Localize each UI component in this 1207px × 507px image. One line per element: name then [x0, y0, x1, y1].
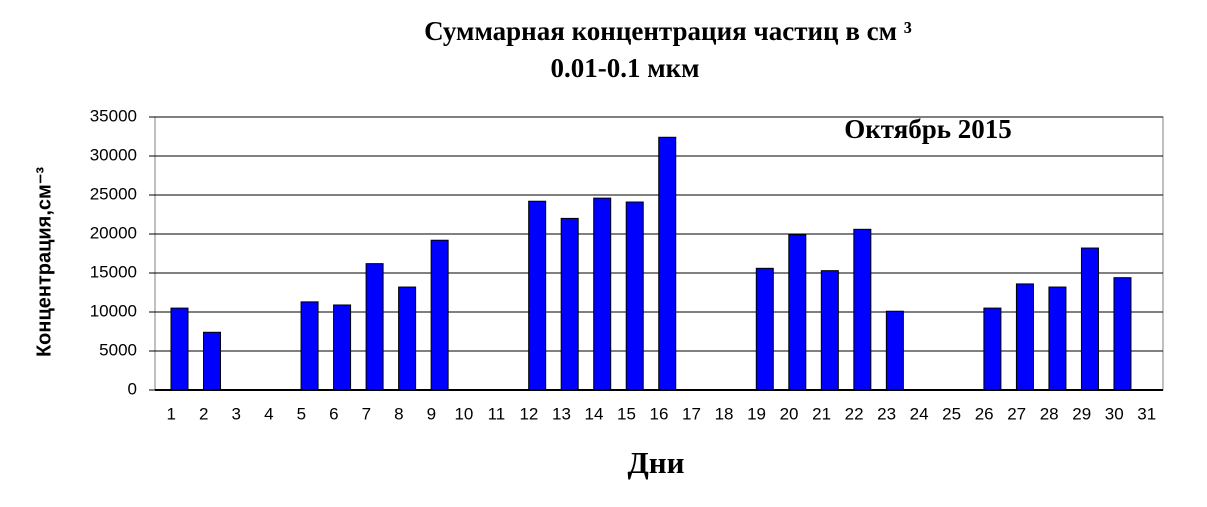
y-tick-label: 35000	[90, 106, 137, 125]
bar	[788, 234, 807, 391]
x-tick-label: 24	[910, 404, 929, 423]
y-tick-label: 0	[128, 379, 137, 398]
chart-subtitle: 0.01-0.1 мкм	[550, 53, 699, 83]
bar	[300, 301, 319, 391]
annotation: Октябрь 2015	[844, 114, 1012, 144]
x-tick-label: 27	[1007, 404, 1026, 423]
y-tick-label: 15000	[90, 262, 137, 281]
bar	[170, 307, 189, 391]
x-tick-label: 28	[1040, 404, 1059, 423]
x-tick-label: 14	[585, 404, 604, 423]
y-axis-label: Концентрация,см⁻³	[33, 167, 55, 357]
bar	[398, 286, 417, 391]
bar	[658, 136, 677, 391]
x-tick-label: 20	[780, 404, 799, 423]
x-tick-label: 26	[975, 404, 994, 423]
y-tick-label: 5000	[99, 340, 137, 359]
x-axis-label: Дни	[627, 445, 684, 480]
bar	[593, 197, 612, 391]
x-tick-label: 30	[1105, 404, 1124, 423]
x-tick-label: 18	[715, 404, 734, 423]
bar	[983, 307, 1002, 391]
bar	[333, 304, 352, 391]
x-tick-label: 7	[362, 404, 371, 423]
x-tick-label: 21	[812, 404, 831, 423]
y-tick-label: 20000	[90, 223, 137, 242]
x-tick-label: 17	[682, 404, 701, 423]
bar	[625, 201, 644, 391]
x-tick-label: 29	[1072, 404, 1091, 423]
x-tick-label: 8	[394, 404, 403, 423]
chart-title: Суммарная концентрация частиц в см ³	[424, 16, 912, 46]
x-tick-label: 10	[454, 404, 473, 423]
x-tick-label: 16	[650, 404, 669, 423]
bar	[430, 239, 449, 391]
x-tick-label: 2	[199, 404, 208, 423]
x-tick-label: 19	[747, 404, 766, 423]
bar	[560, 217, 579, 391]
x-tick-label: 15	[617, 404, 636, 423]
x-tick-label: 6	[329, 404, 338, 423]
x-tick-label: 22	[845, 404, 864, 423]
x-tick-label: 23	[877, 404, 896, 423]
bar	[820, 270, 839, 391]
y-tick-label: 25000	[90, 184, 137, 203]
bar	[1080, 247, 1099, 391]
x-tick-label: 13	[552, 404, 571, 423]
bar	[203, 331, 222, 391]
x-tick-label: 1	[167, 404, 176, 423]
x-tick-label: 5	[297, 404, 306, 423]
x-tick-label: 12	[519, 404, 538, 423]
bar	[1113, 277, 1132, 391]
bar	[365, 263, 384, 391]
x-tick-label: 9	[427, 404, 436, 423]
x-tick-label: 31	[1137, 404, 1156, 423]
bar	[528, 200, 547, 391]
bar	[853, 228, 872, 391]
bar	[755, 267, 774, 391]
y-tick-label: 30000	[90, 145, 137, 164]
bar	[885, 310, 904, 391]
y-tick-label: 10000	[90, 301, 137, 320]
bar	[1015, 283, 1034, 391]
x-tick-label: 3	[232, 404, 241, 423]
x-tick-label: 25	[942, 404, 961, 423]
x-tick-label: 11	[488, 404, 506, 423]
x-tick-label: 4	[264, 404, 273, 423]
bar	[1048, 286, 1067, 391]
